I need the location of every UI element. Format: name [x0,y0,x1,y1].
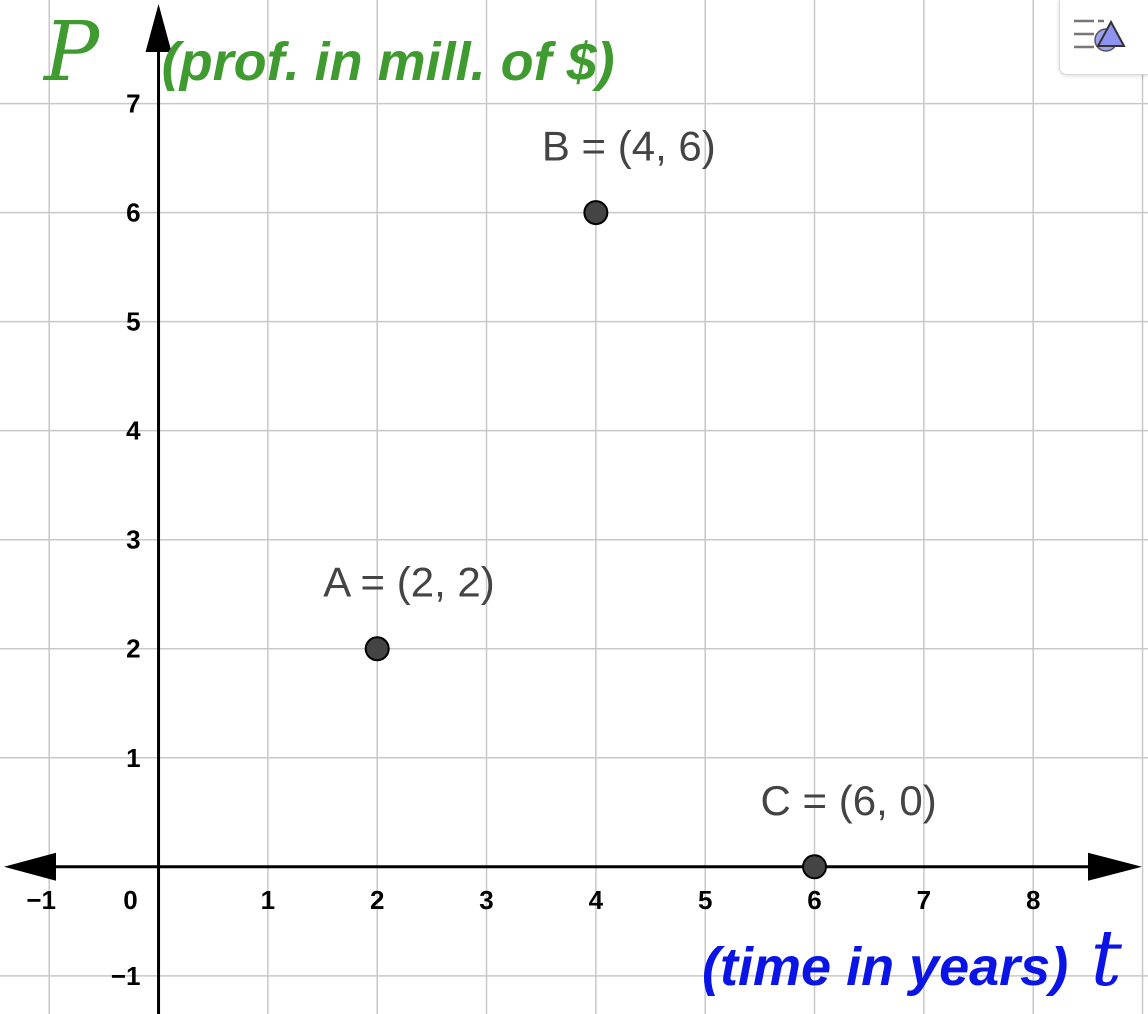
point-label-A: A = (2, 2) [323,559,495,606]
x-axis-right-arrow [1088,852,1142,881]
y-tick-label: 3 [126,525,140,555]
x-tick-label: 0 [123,885,137,915]
point-C[interactable] [802,854,828,880]
y-tick-label: 2 [126,634,140,664]
x-tick-label: 6 [807,885,821,915]
y-tick-label: 6 [126,198,140,228]
y-axis-top-arrow [145,4,172,52]
y-axis-title: (prof. in mill. of $) [162,32,615,92]
point-A[interactable] [364,636,390,662]
tick-labels: −1 0 1 2 3 4 5 6 7 8 −1 1 2 3 4 5 6 7 [26,89,1040,991]
x-tick-label: 5 [698,885,712,915]
y-tick-label: 4 [126,416,141,446]
y-tick-label: 5 [126,307,140,337]
x-tick-label: 4 [589,885,604,915]
x-tick-label: 3 [479,885,493,915]
x-tick-label: 2 [370,885,384,915]
points: A = (2, 2) B = (4, 6) C = (6, 0) [323,123,937,880]
x-axis-left-arrow [4,852,56,881]
point-label-C: C = (6, 0) [761,777,937,824]
x-tick-label: 1 [261,885,275,915]
x-tick-label: −1 [26,885,56,915]
y-tick-label: 7 [126,89,140,119]
y-tick-label: 1 [126,743,140,773]
style-bar-toggle-button[interactable] [1059,0,1148,75]
x-axis-variable: t [1091,914,1123,1004]
point-B[interactable] [583,200,609,226]
x-axis-title: (time in years) [702,937,1068,997]
axes [4,4,1142,1014]
x-tick-label: 7 [917,885,931,915]
x-axis-label: (time in years) t [702,914,1123,1004]
y-axis-variable: P [42,5,101,100]
x-tick-label: 8 [1026,885,1040,915]
y-tick-label: −1 [111,961,141,991]
style-bar-toggle-icon [1074,19,1126,52]
y-axis-label: P (prof. in mill. of $) [42,5,615,100]
point-label-B: B = (4, 6) [542,123,716,170]
